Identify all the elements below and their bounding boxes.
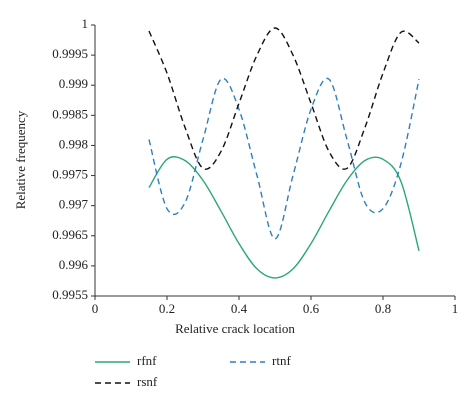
x-axis-label: Relative crack location (175, 321, 295, 336)
y-tick-label: 0.9975 (52, 167, 88, 182)
legend-label: rsnf (137, 374, 158, 389)
x-tick-label: 0.8 (375, 301, 391, 316)
line-series (148, 27, 420, 170)
x-tick-label: 1 (452, 301, 459, 316)
y-tick-label: 0.9955 (52, 287, 88, 302)
x-tick-label: 0.6 (303, 301, 320, 316)
x-tick-label: 0 (92, 301, 99, 316)
y-tick-label: 0.9995 (52, 46, 88, 61)
y-tick-label: 0.998 (59, 136, 88, 151)
legend-label: rtnf (272, 353, 291, 368)
y-tick-label: 0.996 (59, 257, 89, 272)
x-tick-label: 0.2 (159, 301, 175, 316)
y-tick-label: 0.9965 (52, 227, 88, 242)
y-tick-label: 1 (82, 16, 89, 31)
y-axis-label: Relative frequency (13, 110, 28, 209)
x-tick-label: 0.4 (231, 301, 248, 316)
y-tick-label: 0.997 (59, 197, 89, 212)
legend-label: rfnf (137, 353, 157, 368)
line-series (148, 156, 420, 279)
y-tick-label: 0.9985 (52, 106, 88, 121)
y-tick-label: 0.999 (59, 76, 88, 91)
line-series (148, 77, 420, 240)
